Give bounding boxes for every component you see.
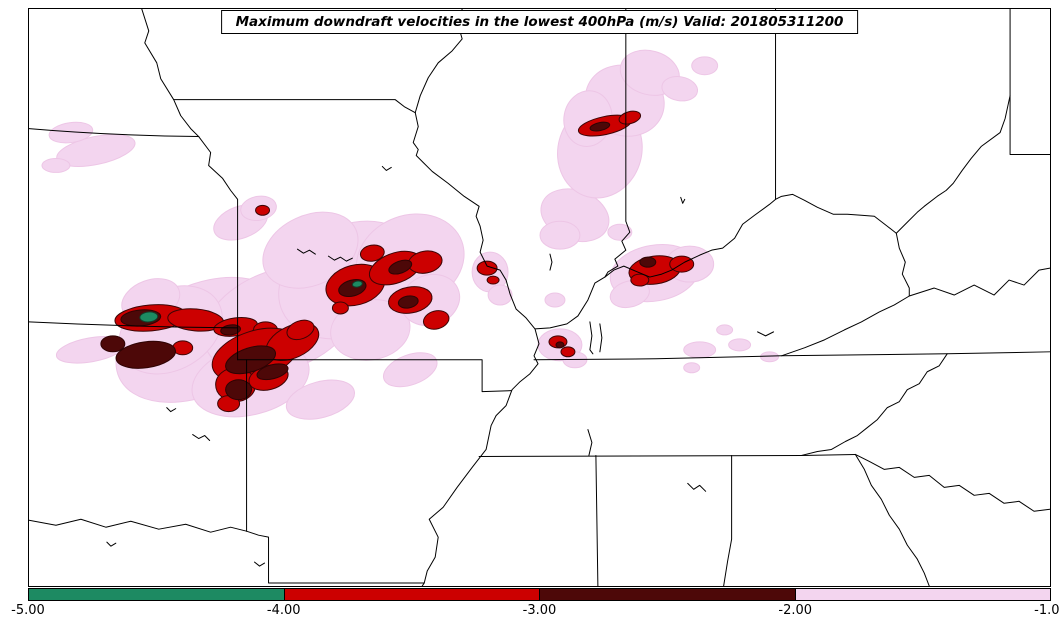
colorbar-segment [795,589,1050,600]
colorbar-segment [540,589,796,600]
plot-title-text: Maximum downdraft velocities in the lowe… [235,14,844,30]
colorbar-tick-label: -2.00 [778,603,813,618]
colorbar-tick-labels: -5.00 -4.00 -3.00 -2.00 -1.00 [11,603,1060,623]
colorbar-tick-label: -3.00 [522,603,557,618]
plot-title: Maximum downdraft velocities in the lowe… [220,10,859,34]
colorbar [28,588,1051,601]
map-svg [29,9,1050,586]
contour-green-group [139,280,363,323]
lakes-and-rivers [106,165,775,567]
colorbar-tick-label: -5.00 [11,603,45,618]
contour-pink-group [41,49,780,420]
map-frame: Maximum downdraft velocities in the lowe… [28,8,1051,587]
colorbar-tick-label: -1.00 [1034,603,1060,618]
colorbar-segment [284,589,540,600]
colorbar-segment [29,589,285,600]
colorbar-tick-label: -4.00 [266,603,301,618]
